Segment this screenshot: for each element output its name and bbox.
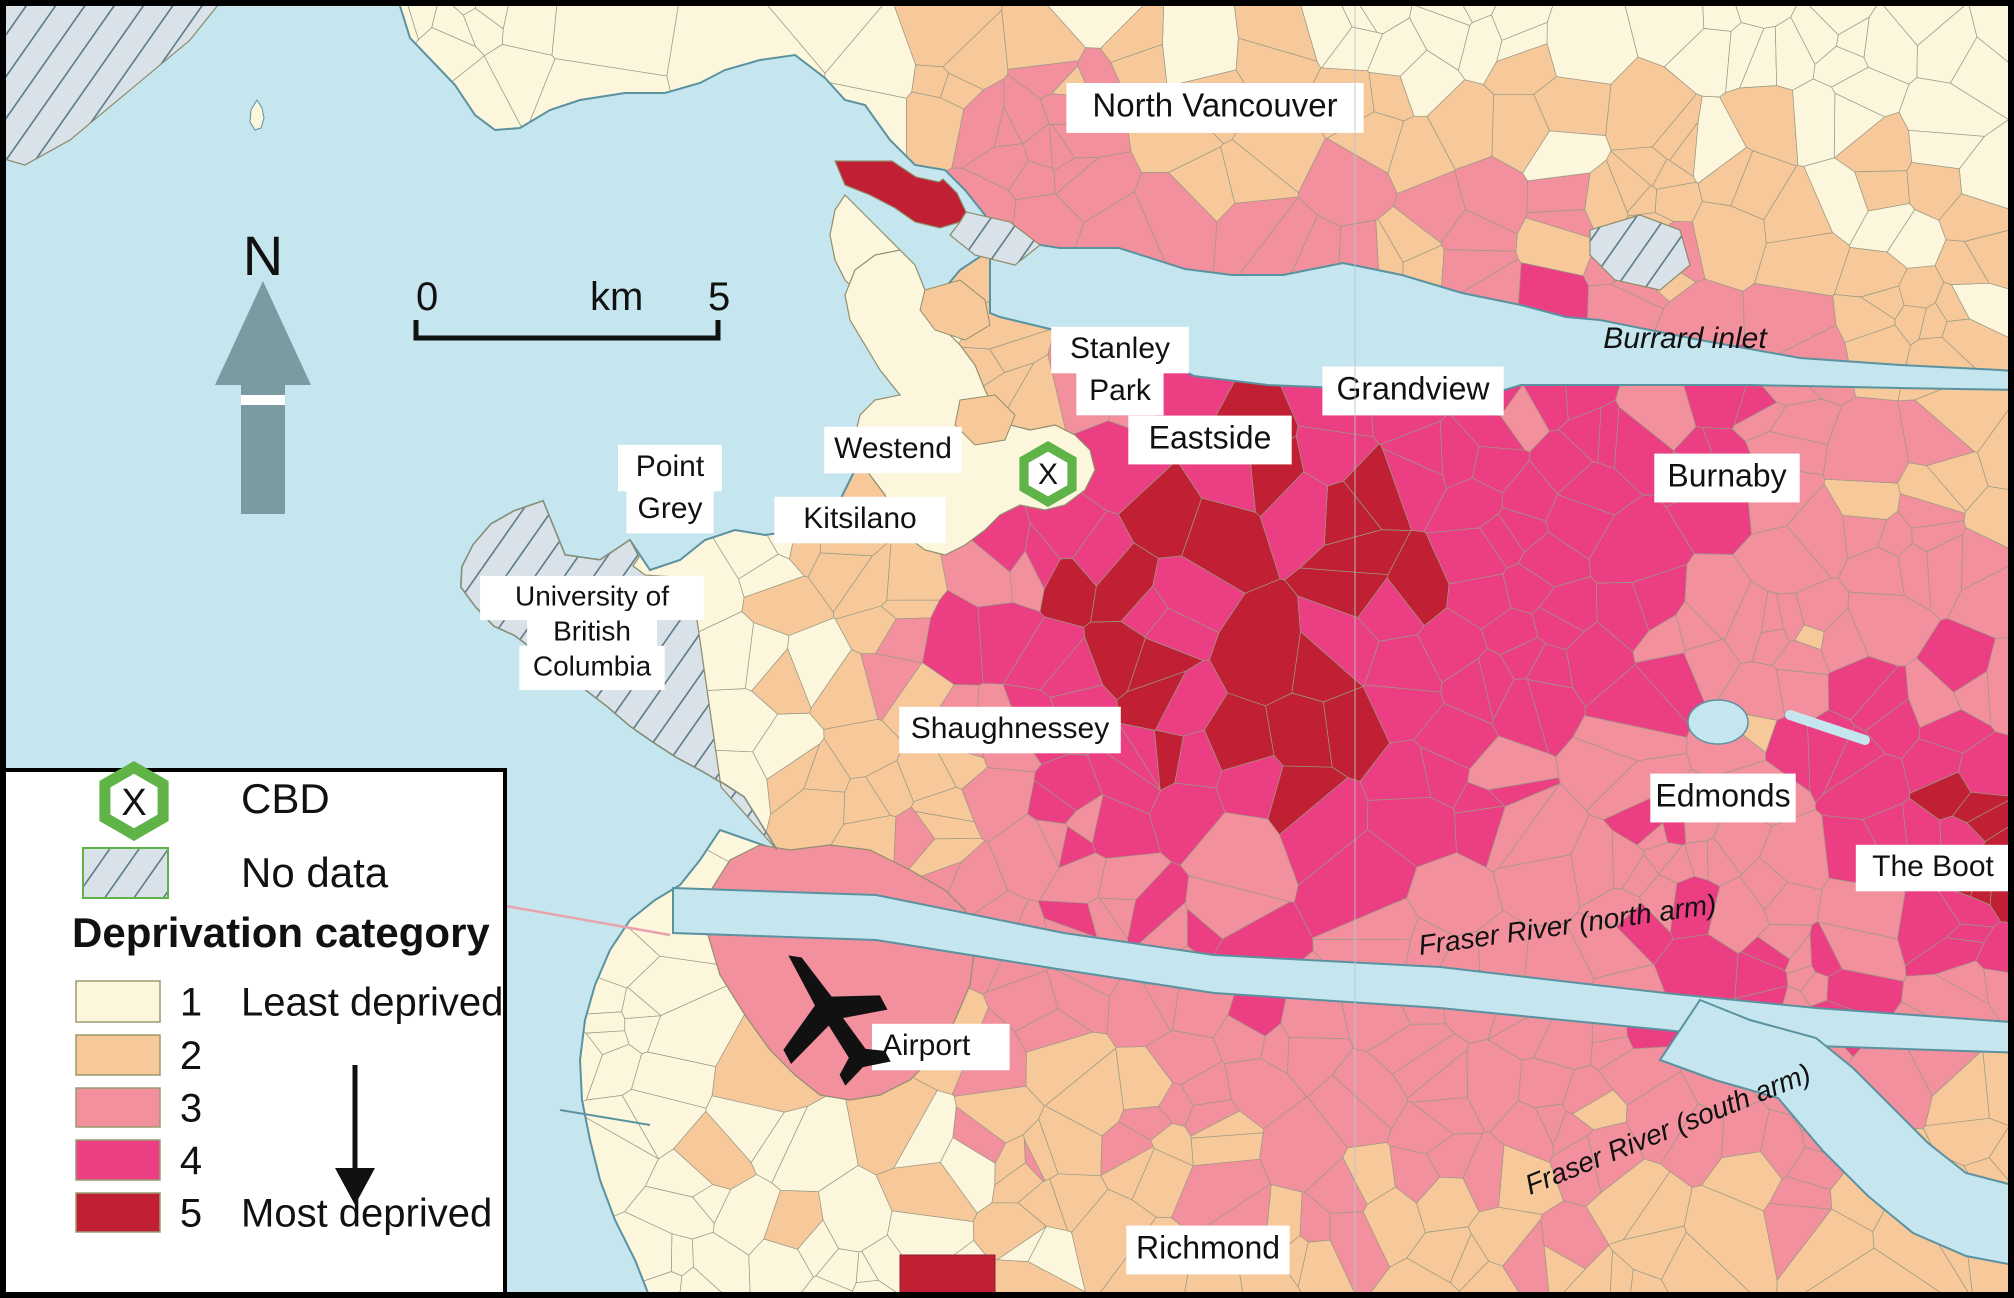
svg-text:km: km (590, 275, 643, 319)
svg-text:1: 1 (180, 981, 202, 1025)
svg-text:Deprivation category: Deprivation category (72, 909, 490, 956)
svg-text:2: 2 (180, 1034, 202, 1078)
svg-text:Shaughnessey: Shaughnessey (911, 712, 1110, 745)
svg-text:5: 5 (180, 1192, 202, 1236)
svg-text:University of: University of (515, 580, 669, 611)
svg-text:Grandview: Grandview (1337, 370, 1491, 406)
svg-text:Least deprived: Least deprived (241, 981, 503, 1025)
svg-text:Columbia: Columbia (533, 650, 652, 681)
svg-text:British: British (553, 615, 631, 646)
svg-text:Park: Park (1089, 374, 1152, 407)
svg-text:The Boot: The Boot (1872, 850, 1994, 883)
svg-text:Grey: Grey (637, 492, 702, 525)
svg-text:Edmonds: Edmonds (1655, 777, 1790, 813)
svg-text:0: 0 (416, 275, 438, 319)
svg-text:Most deprived: Most deprived (241, 1192, 492, 1236)
svg-text:No data: No data (241, 849, 389, 896)
svg-text:Stanley: Stanley (1070, 332, 1170, 365)
svg-text:5: 5 (708, 275, 730, 319)
svg-text:North Vancouver: North Vancouver (1092, 87, 1337, 124)
svg-text:Airport: Airport (882, 1029, 971, 1062)
svg-text:X: X (1038, 458, 1058, 491)
svg-text:Eastside: Eastside (1149, 419, 1272, 455)
svg-text:Burnaby: Burnaby (1667, 457, 1786, 493)
svg-text:4: 4 (180, 1139, 202, 1183)
svg-text:Westend: Westend (834, 432, 952, 465)
svg-text:Richmond: Richmond (1136, 1229, 1280, 1265)
svg-text:CBD: CBD (241, 775, 330, 822)
svg-text:Burrard inlet: Burrard inlet (1603, 322, 1768, 355)
svg-text:Point: Point (636, 450, 705, 483)
svg-text:X: X (121, 782, 146, 824)
svg-text:N: N (243, 224, 283, 287)
svg-text:Kitsilano: Kitsilano (803, 502, 916, 535)
svg-text:3: 3 (180, 1087, 202, 1131)
